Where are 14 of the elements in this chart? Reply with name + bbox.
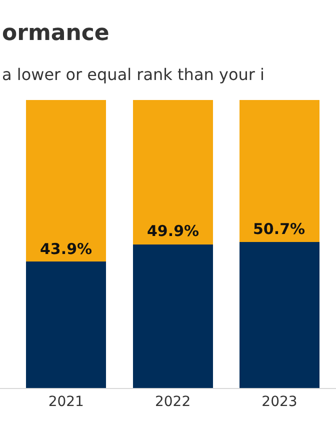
x-tick-label: 2021 [48, 394, 84, 410]
data-label: 49.9% [147, 222, 200, 240]
chart-title: ormance [2, 21, 110, 46]
bar [239, 100, 320, 242]
x-tick-label: 2022 [154, 394, 191, 410]
bar [132, 244, 213, 388]
x-tick-label: 2023 [262, 394, 298, 410]
data-label: 50.7% [253, 220, 306, 238]
bar [239, 242, 320, 388]
chart-subtitle: a lower or equal rank than your i [2, 65, 264, 84]
bar [26, 262, 106, 388]
data-label: 43.9% [40, 240, 92, 258]
bar [132, 100, 213, 244]
bar [26, 100, 106, 262]
